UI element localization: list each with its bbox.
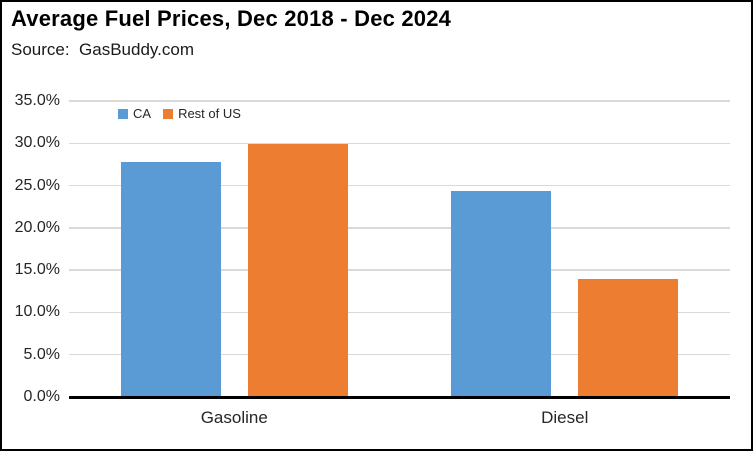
gridline — [69, 142, 730, 145]
y-tick-label: 10.0% — [14, 303, 60, 321]
source-note: Source: GasBuddy.com — [11, 40, 194, 59]
y-tick-label: 20.0% — [14, 218, 60, 236]
legend-item-rest-of-us: Rest of US — [163, 106, 241, 121]
legend: CA Rest of US — [118, 106, 241, 121]
y-tick-label: 5.0% — [23, 345, 60, 363]
y-tick-label: 30.0% — [14, 134, 60, 152]
bar-ca-gasoline — [120, 161, 221, 397]
legend-label: Rest of US — [178, 106, 241, 121]
x-category-label-gasoline: Gasoline — [200, 408, 268, 427]
bar-ca-diesel — [451, 190, 552, 397]
legend-item-ca: CA — [118, 106, 151, 121]
gridline — [69, 269, 730, 271]
x-category-label-diesel: Diesel — [541, 408, 589, 427]
y-tick-label: 15.0% — [14, 261, 60, 279]
gridline — [69, 100, 730, 102]
gridline — [69, 184, 730, 187]
legend-swatch-icon — [163, 108, 174, 119]
y-tick-label: 35.0% — [14, 92, 60, 109]
y-tick-label: 0.0% — [23, 388, 60, 405]
x-axis-line — [69, 395, 730, 399]
gridline — [69, 227, 730, 229]
gridline — [69, 353, 730, 356]
y-tick-label: 25.0% — [14, 176, 60, 194]
gridline — [69, 311, 730, 314]
plot-area: CA Rest of US — [69, 100, 730, 399]
legend-swatch-icon — [118, 108, 128, 119]
x-axis: Gasoline Diesel — [69, 408, 730, 432]
bar-rest-of-us-gasoline — [247, 144, 348, 397]
y-axis: 0.0% 5.0% 10.0% 15.0% 20.0% 25.0% 30.0% 35.0% — [2, 92, 60, 405]
chart-title: Average Fuel Prices, Dec 2018 - Dec 2024 — [11, 6, 452, 31]
bar-rest-of-us-diesel — [578, 279, 679, 397]
legend-label: CA — [133, 106, 152, 121]
